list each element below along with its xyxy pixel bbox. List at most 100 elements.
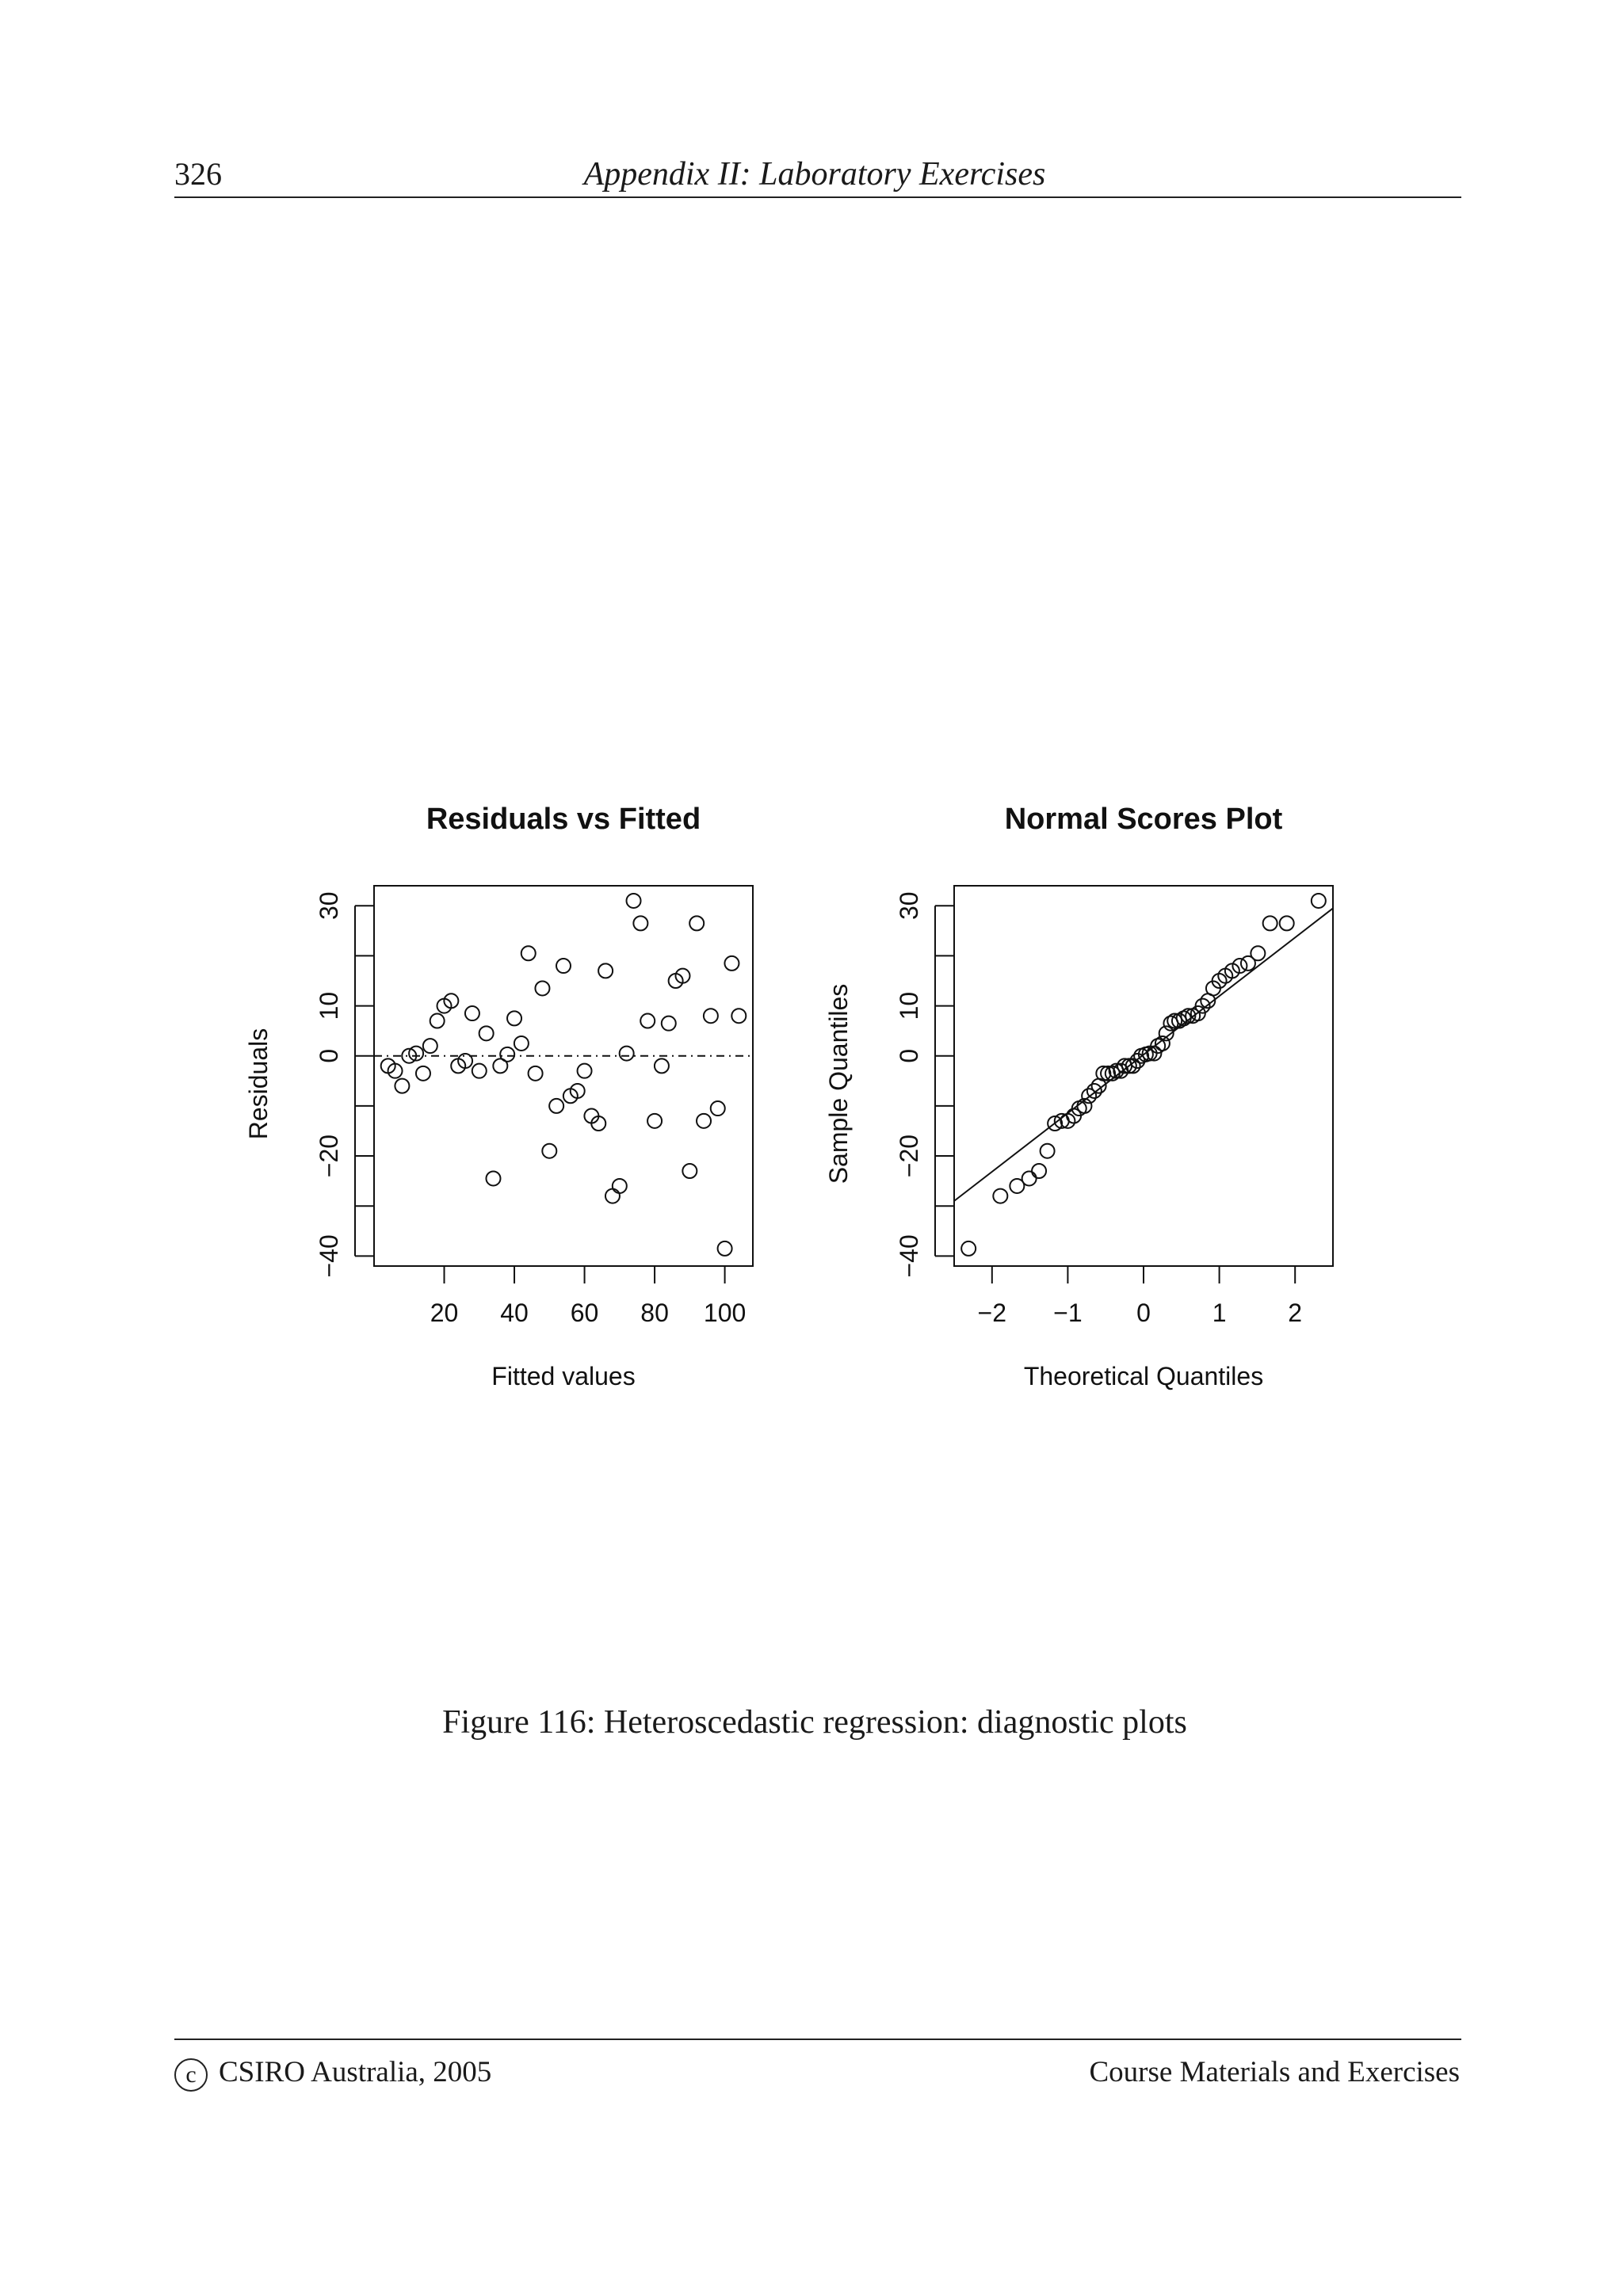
data-point: [422, 1038, 438, 1055]
data-point: [499, 1046, 516, 1062]
data-point: [611, 1177, 628, 1194]
footer-rule: [174, 2039, 1461, 2040]
data-point: [576, 1062, 593, 1079]
plot-frame: [953, 885, 1334, 1267]
x-tick-label: 80: [640, 1299, 669, 1327]
data-point: [478, 1025, 495, 1042]
data-point: [1086, 1082, 1102, 1099]
running-title: Appendix II: Laboratory Exercises: [583, 156, 1046, 193]
x-tick-label: −2: [978, 1299, 1006, 1327]
normal-scores-plot: Normal Scores Plot −2 −1 0 1 2 −40 −20 0 10 30 Theo…: [824, 803, 1334, 1390]
x-tick-label: 1: [1212, 1299, 1227, 1327]
data-point: [471, 1062, 487, 1079]
data-point: [1039, 1142, 1056, 1159]
data-point: [1076, 1097, 1093, 1114]
y-tick-label: −20: [895, 1135, 923, 1177]
data-point: [556, 958, 571, 974]
y-axis-label: Residuals: [244, 1028, 273, 1140]
data-point: [647, 1112, 663, 1129]
data-point: [632, 915, 649, 932]
y-axis-label: Sample Quantiles: [824, 984, 853, 1184]
data-point: [716, 1240, 733, 1257]
data-point: [960, 1240, 977, 1257]
data-point: [709, 1100, 726, 1117]
data-point: [534, 980, 551, 997]
y-tick-label: 0: [315, 1049, 343, 1063]
x-tick-label: 2: [1288, 1299, 1302, 1327]
x-tick-label: 20: [430, 1299, 459, 1327]
data-point: [569, 1082, 586, 1099]
footer-right-text: Course Materials and Exercises: [1089, 2056, 1461, 2088]
data-point: [1194, 997, 1211, 1014]
data-point: [590, 1116, 607, 1131]
data-point: [625, 892, 642, 909]
y-tick-label: −40: [895, 1234, 923, 1277]
data-point: [548, 1097, 565, 1114]
data-point: [1167, 1013, 1183, 1029]
data-point: [1121, 1058, 1137, 1074]
data-point: [1310, 892, 1327, 909]
data-point: [1146, 1045, 1163, 1062]
y-tick-label: 30: [895, 891, 923, 920]
qq-reference-line: [953, 907, 1334, 1202]
data-point: [696, 1112, 712, 1129]
data-point: [1239, 955, 1256, 971]
data-point: [464, 1005, 480, 1022]
data-point: [1250, 945, 1266, 962]
data-point: [1104, 1065, 1121, 1081]
data-point: [1154, 1035, 1170, 1051]
plot-frame: [373, 885, 754, 1267]
data-point: [992, 1188, 1009, 1204]
data-point: [492, 1058, 509, 1074]
data-point: [1021, 1170, 1037, 1187]
data-point: [1158, 1025, 1174, 1042]
data-point: [506, 1010, 523, 1027]
residuals-vs-fitted-plot: Residuals vs Fitted 20 40 60 80 100 −40 −20 0 10 3…: [244, 803, 754, 1390]
y-tick-label: 30: [315, 891, 343, 920]
data-point: [731, 1008, 747, 1024]
data-point: [689, 915, 705, 932]
data-point: [653, 1058, 670, 1074]
figure-caption: Figure 116: Heteroscedastic regression: …: [442, 1704, 1187, 1741]
data-point: [674, 967, 691, 984]
chart-title: Normal Scores Plot: [1005, 803, 1283, 836]
data-point: [401, 1047, 418, 1064]
data-point: [724, 955, 740, 971]
data-point: [513, 1035, 529, 1051]
data-point: [1232, 958, 1248, 974]
x-tick-label: −1: [1053, 1299, 1082, 1327]
data-point: [1081, 1088, 1098, 1104]
y-tick-label: 10: [895, 992, 923, 1020]
footer-left-text: CSIRO Australia, 2005: [219, 2056, 492, 2088]
data-point: [1262, 915, 1278, 932]
data-point: [640, 1013, 656, 1029]
data-point: [414, 1065, 431, 1081]
y-tick-label: 10: [315, 992, 343, 1020]
data-point: [394, 1077, 411, 1094]
data-point: [604, 1188, 621, 1204]
data-point: [541, 1142, 558, 1159]
data-point: [429, 1013, 445, 1029]
x-axis-label: Theoretical Quantiles: [1024, 1362, 1263, 1390]
y-tick-label: −40: [315, 1234, 343, 1277]
page-number: 326: [174, 156, 222, 192]
data-point: [387, 1062, 403, 1079]
data-point: [457, 1053, 474, 1070]
footer-copyright: c CSIRO Australia, 2005: [174, 2055, 491, 2092]
x-tick-label: 0: [1136, 1299, 1151, 1327]
chart-title: Residuals vs Fitted: [426, 803, 701, 836]
data-point: [1278, 915, 1295, 932]
x-tick-label: 60: [571, 1299, 599, 1327]
data-point: [1031, 1163, 1048, 1179]
y-tick-label: 0: [895, 1049, 923, 1063]
data-point: [660, 1015, 677, 1032]
data-point: [618, 1045, 635, 1062]
data-point: [598, 963, 614, 979]
y-tick-label: −20: [315, 1135, 343, 1177]
data-point: [1125, 1058, 1141, 1074]
data-point: [1095, 1065, 1112, 1081]
data-point: [702, 1008, 719, 1024]
data-point: [1047, 1116, 1064, 1131]
copyright-symbol: c: [174, 2058, 208, 2092]
